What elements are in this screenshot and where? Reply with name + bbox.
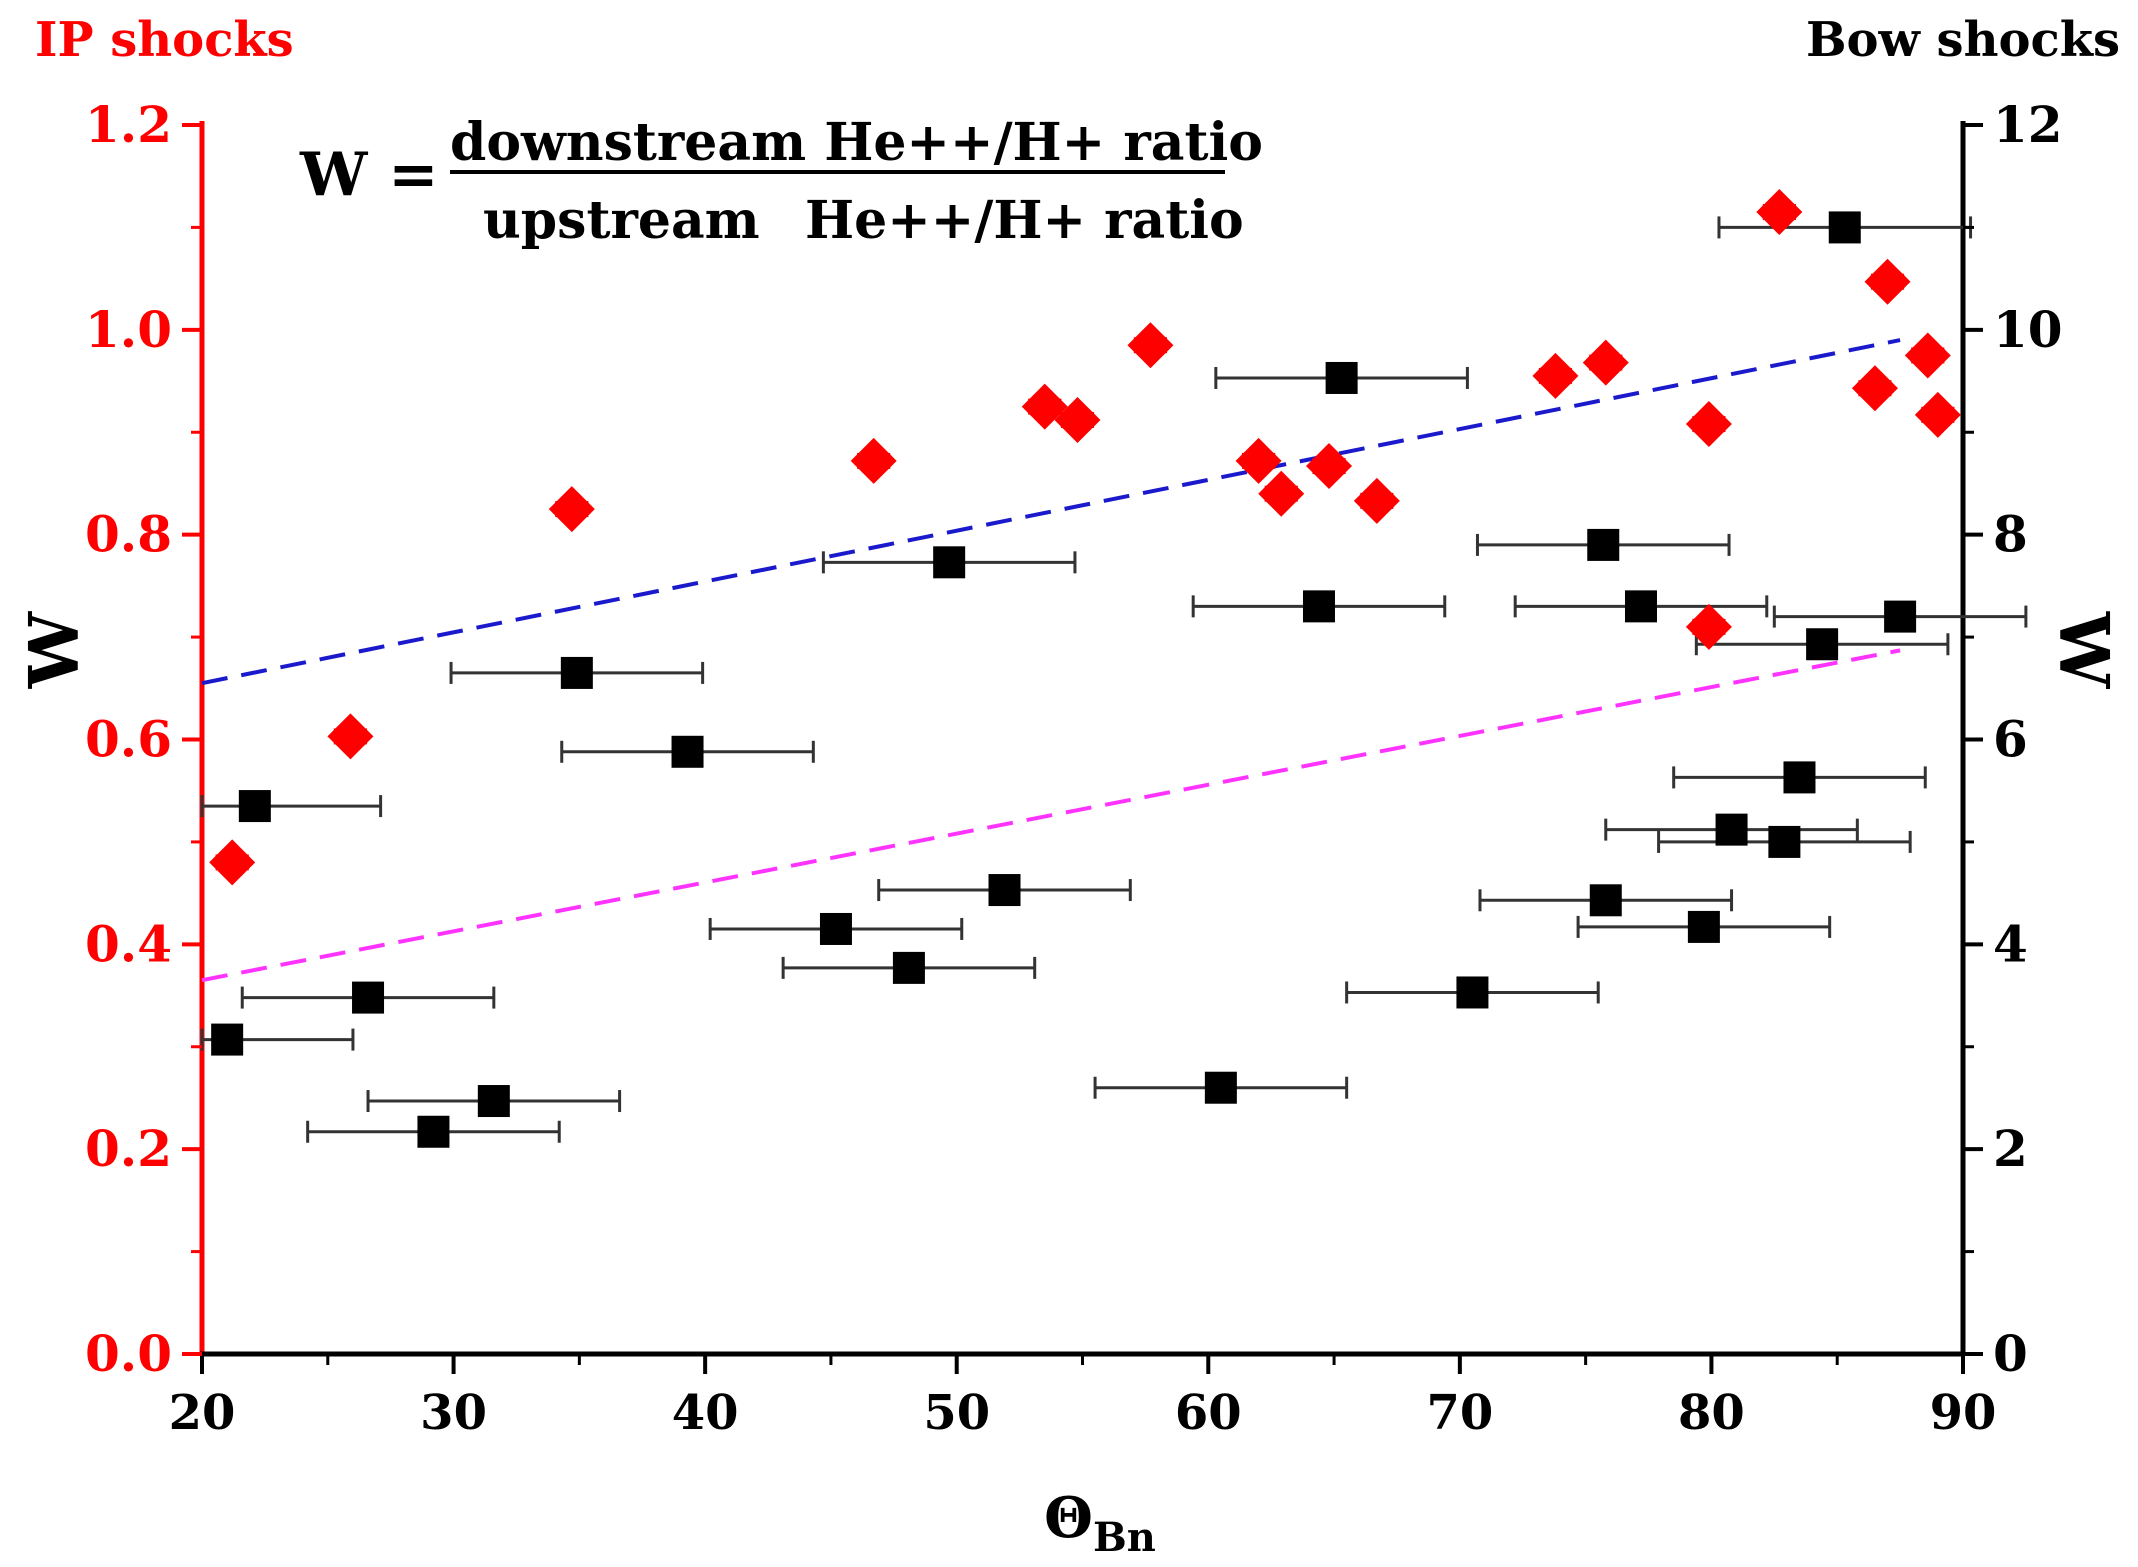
left-y-tick-label: 0.8	[85, 505, 172, 564]
bow-shock-point	[560, 656, 593, 689]
x-axis-label-main: Θ	[1044, 1485, 1093, 1551]
plot-frame	[199, 121, 1966, 1357]
bow-shock-point	[1325, 361, 1358, 394]
formula-denominator-a: upstream	[483, 190, 760, 251]
fit-line	[201, 338, 1901, 686]
right-y-tick-label: 4	[1993, 914, 2028, 973]
right-axis-title: Bow shocks	[1806, 12, 2120, 68]
bow-shock-point	[1589, 884, 1622, 917]
bow-shock-point	[933, 546, 966, 579]
left-axis-title: IP shocks	[35, 12, 294, 68]
right-y-label: W	[2043, 611, 2123, 690]
right-y-tick-label: 10	[1993, 300, 2063, 359]
ip-shock-point	[1685, 603, 1732, 650]
bow-shock-point	[892, 951, 925, 984]
formula-lhs: W =	[299, 140, 439, 210]
bow-shock-point	[352, 981, 385, 1014]
data-markers	[209, 189, 1961, 1148]
ip-shock-point	[1685, 401, 1732, 448]
bow-shock-point	[1828, 211, 1861, 244]
ip-shock-point	[1054, 396, 1101, 443]
ip-shock-point	[1864, 258, 1911, 305]
ip-shock-point	[1532, 352, 1579, 399]
bow-shock-point	[819, 912, 852, 945]
ip-shock-point	[1021, 383, 1068, 430]
ip-shock-point	[1914, 391, 1961, 438]
formula-numerator: downstream He++/H+ ratio	[450, 112, 1263, 173]
bow-shock-point	[477, 1085, 510, 1118]
x-tick-label: 50	[923, 1385, 990, 1441]
right-y-tick-label: 0	[1993, 1324, 2028, 1383]
bow-shock-point	[1806, 628, 1839, 661]
x-tick-label: 90	[1930, 1385, 1997, 1441]
bow-shock-point	[1715, 813, 1748, 846]
ip-shock-point	[1306, 443, 1353, 490]
x-tick-label: 80	[1678, 1385, 1745, 1441]
bow-shock-point	[671, 735, 704, 768]
ip-shock-point	[850, 437, 897, 484]
formula-annotation: W = downstream He++/H+ ratio upstream He…	[299, 112, 1263, 251]
left-y-tick-label: 1.2	[85, 95, 172, 154]
x-tick-label: 70	[1426, 1385, 1493, 1441]
bow-shock-point	[1204, 1071, 1237, 1104]
right-y-tick-label: 12	[1993, 95, 2063, 154]
ip-shock-point	[1756, 189, 1803, 236]
left-y-tick-label: 1.0	[85, 300, 172, 359]
ip-shock-point	[327, 713, 374, 760]
bow-shock-point	[1624, 590, 1657, 623]
bow-shock-point	[1768, 825, 1801, 858]
axis-ticks: 20 30 40 50 60 70 80 90 0.0 0.2 0.4 0.6 0.8 1.0 1.2 0 2 4…	[85, 95, 2063, 1441]
bow-shock-point	[211, 1023, 244, 1056]
ip-shock-point	[1235, 437, 1282, 484]
bow-shock-point	[988, 874, 1021, 907]
x-axis-label: ΘBn	[1044, 1485, 1156, 1561]
left-y-tick-label: 0.4	[85, 914, 172, 973]
bow-shock-point	[1302, 590, 1335, 623]
ip-shock-point	[1582, 339, 1629, 386]
x-axis-label-sub: Bn	[1093, 1514, 1156, 1561]
error-bars	[200, 204, 2028, 1143]
x-tick-label: 40	[672, 1385, 739, 1441]
bow-shock-point	[417, 1115, 450, 1148]
right-y-tick-label: 8	[1993, 505, 2028, 564]
bow-shock-point	[1884, 600, 1917, 633]
formula-denominator-b: He++/H+ ratio	[805, 190, 1244, 251]
bow-shock-point	[1783, 761, 1816, 794]
left-y-tick-label: 0.6	[85, 710, 172, 769]
ip-shock-point	[209, 839, 256, 886]
left-y-label: W	[15, 610, 95, 689]
x-tick-label: 20	[169, 1385, 236, 1441]
bow-shock-point	[238, 790, 271, 823]
right-y-tick-label: 6	[1993, 710, 2028, 769]
x-tick-label: 30	[420, 1385, 487, 1441]
ip-shock-point	[1258, 470, 1305, 517]
left-y-tick-label: 0.2	[85, 1119, 172, 1178]
x-tick-label: 60	[1175, 1385, 1242, 1441]
fit-line	[201, 648, 1901, 983]
bow-shock-point	[1587, 528, 1620, 561]
ip-shock-point	[1904, 332, 1951, 379]
right-y-tick-label: 2	[1993, 1119, 2028, 1178]
ip-shock-point	[1353, 477, 1400, 524]
left-y-tick-label: 0.0	[85, 1324, 172, 1383]
bow-shock-point	[1456, 976, 1489, 1009]
ip-shock-point	[1127, 322, 1174, 369]
fit-lines	[201, 338, 1901, 983]
bow-shock-point	[1687, 910, 1720, 943]
ip-shock-point	[1851, 365, 1898, 412]
ip-shock-point	[548, 486, 595, 533]
